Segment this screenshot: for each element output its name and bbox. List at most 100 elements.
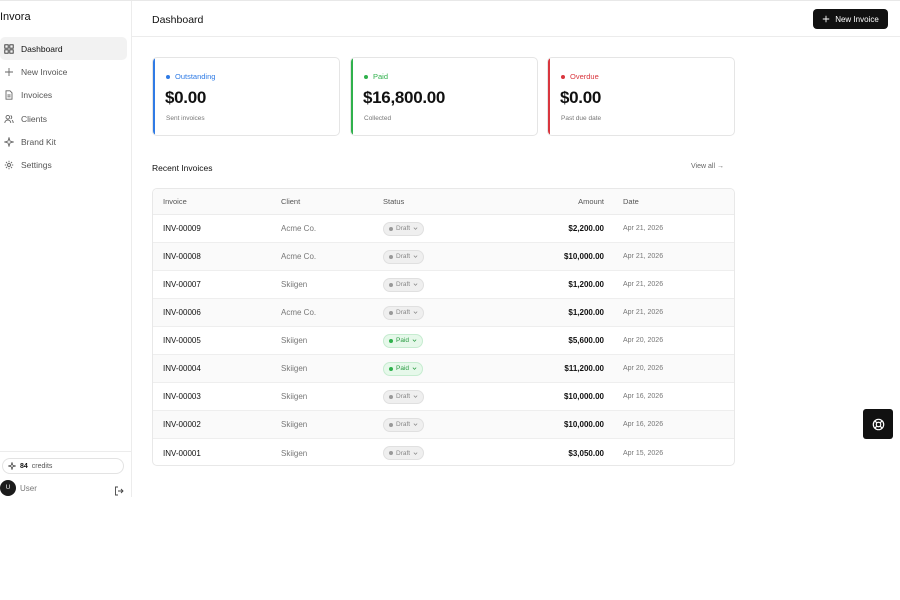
invoice-amount: $1,200.00 [568,308,604,317]
chevron-down-icon [413,423,418,426]
invoice-number[interactable]: INV-00009 [163,224,201,233]
logout-icon[interactable] [114,483,124,496]
chevron-down-icon [413,255,418,258]
column-header-date: Date [623,197,639,206]
status-badge[interactable]: Draft [383,389,425,404]
chevron-down-icon [413,227,418,230]
chevron-down-icon [413,283,418,286]
status-badge[interactable]: Draft [383,446,425,460]
status-badge[interactable]: Draft [383,249,425,264]
table-row[interactable]: INV-00001 Skiigen Draft $3,050.00 Apr 15, 20… [153,439,734,465]
help-button[interactable] [863,409,893,439]
invoice-number[interactable]: INV-00007 [163,280,201,289]
sidebar-item-label: New Invoice [21,66,68,77]
credits-count: 84 [20,462,28,470]
sidebar-item-settings[interactable]: Settings [0,154,127,177]
app-logo[interactable]: Invora [0,11,31,23]
status-dot [389,451,393,455]
invoice-number[interactable]: INV-00005 [163,336,201,345]
status-dot [389,394,393,399]
column-header-invoice: Invoice [163,197,187,206]
status-cell: Draft [383,389,511,404]
table-body: INV-00009 Acme Co. Draft $2,200.00 Apr 21, 2… [153,215,734,465]
status-badge[interactable]: Paid [383,361,424,376]
status-badge[interactable]: Draft [383,277,425,292]
chevron-down-icon [413,311,418,314]
table-row[interactable]: INV-00009 Acme Co. Draft $2,200.00 Apr 21, 2… [153,215,734,243]
column-header-amount: Amount [578,197,604,206]
status-cell: Draft [383,277,511,292]
status-cell: Draft [383,249,511,264]
status-badge[interactable]: Draft [383,417,425,432]
sidebar-item-label: Invoices [21,90,53,101]
client-name: Skiigen [281,448,308,458]
column-header-status: Status [383,197,405,206]
plus-icon [823,15,830,23]
plus-icon [4,67,14,77]
card-value: $0.00 [560,88,602,107]
table-row[interactable]: INV-00003 Skiigen Draft $10,000.00 Apr 16, 2… [153,383,734,411]
card-accent [548,58,550,135]
sidebar-item-clients[interactable]: Clients [0,107,127,130]
credits-badge[interactable]: 84 credits [2,458,124,474]
sidebar-nav: Dashboard New Invoice Invoices Clients [0,37,127,177]
chevron-down-icon [413,451,418,455]
card-subtitle: Collected [364,115,392,122]
table-row[interactable]: INV-00005 Skiigen Paid $5,600.00 Apr 20, 202… [153,327,734,355]
stat-card-outstanding: Outstanding $0.00 Sent invoices [152,57,340,136]
credits-label: credits [31,462,53,470]
invoice-amount: $10,000.00 [563,392,604,401]
client-name: Acme Co. [281,224,317,233]
table-row[interactable]: INV-00008 Acme Co. Draft $10,000.00 Apr 21, … [153,243,734,271]
sidebar-item-invoices[interactable]: Invoices [0,84,127,107]
status-label: Draft [396,449,411,457]
table-row[interactable]: INV-00004 Skiigen Paid $11,200.00 Apr 20, 20… [153,355,734,383]
invoice-amount: $2,200.00 [568,224,604,233]
sidebar-item-label: Dashboard [21,43,63,54]
client-name: Skiigen [281,392,308,401]
user-name: User [20,483,37,493]
grid-icon [4,43,14,54]
status-dot [364,74,368,79]
invoice-amount: $10,000.00 [563,252,604,261]
card-label-text: Overdue [570,72,599,81]
table-row[interactable]: INV-00006 Acme Co. Draft $1,200.00 Apr 21, 2… [153,299,734,327]
table-row[interactable]: INV-00007 Skiigen Draft $1,200.00 Apr 21, 20… [153,271,734,299]
card-label: Overdue [561,72,599,81]
client-name: Skiigen [281,336,308,345]
new-invoice-button-label: New Invoice [835,14,879,24]
invoice-number[interactable]: INV-00002 [163,420,201,429]
client-name: Skiigen [281,280,308,289]
status-dot [389,366,393,371]
view-all-link[interactable]: View all → [691,163,724,170]
user-row: U User [0,480,124,496]
status-label: Paid [396,365,410,372]
card-label-text: Outstanding [175,72,216,81]
status-badge[interactable]: Draft [383,305,425,320]
page-title: Dashboard [152,14,204,26]
card-label-text: Paid [373,72,389,81]
client-name: Acme Co. [281,252,317,261]
invoice-number[interactable]: INV-00001 [163,448,201,458]
sidebar: Invora Dashboard New Invoice Invoices [0,1,132,497]
table-row[interactable]: INV-00002 Skiigen Draft $10,000.00 Apr 16, 2… [153,411,734,439]
card-value: $0.00 [165,88,207,107]
invoice-date: Apr 20, 2026 [623,337,664,344]
sidebar-item-brand-kit[interactable]: Brand Kit [0,131,127,154]
invoice-number[interactable]: INV-00008 [163,252,201,261]
card-subtitle: Past due date [561,115,602,122]
invoice-number[interactable]: INV-00003 [163,392,201,401]
new-invoice-button[interactable]: New Invoice [813,9,888,29]
invoice-number[interactable]: INV-00004 [163,364,201,373]
sidebar-item-new-invoice[interactable]: New Invoice [0,60,127,83]
status-label: Draft [396,421,411,428]
invoice-number[interactable]: INV-00006 [163,308,201,317]
avatar[interactable]: U [0,480,16,496]
invoice-amount: $5,600.00 [568,336,604,345]
sidebar-item-dashboard[interactable]: Dashboard [0,37,127,60]
top-header: Dashboard New Invoice [132,1,900,37]
status-badge[interactable]: Paid [383,333,424,348]
stat-card-overdue: Overdue $0.00 Past due date [547,57,735,136]
status-badge[interactable]: Draft [383,221,425,236]
status-dot [389,254,393,259]
